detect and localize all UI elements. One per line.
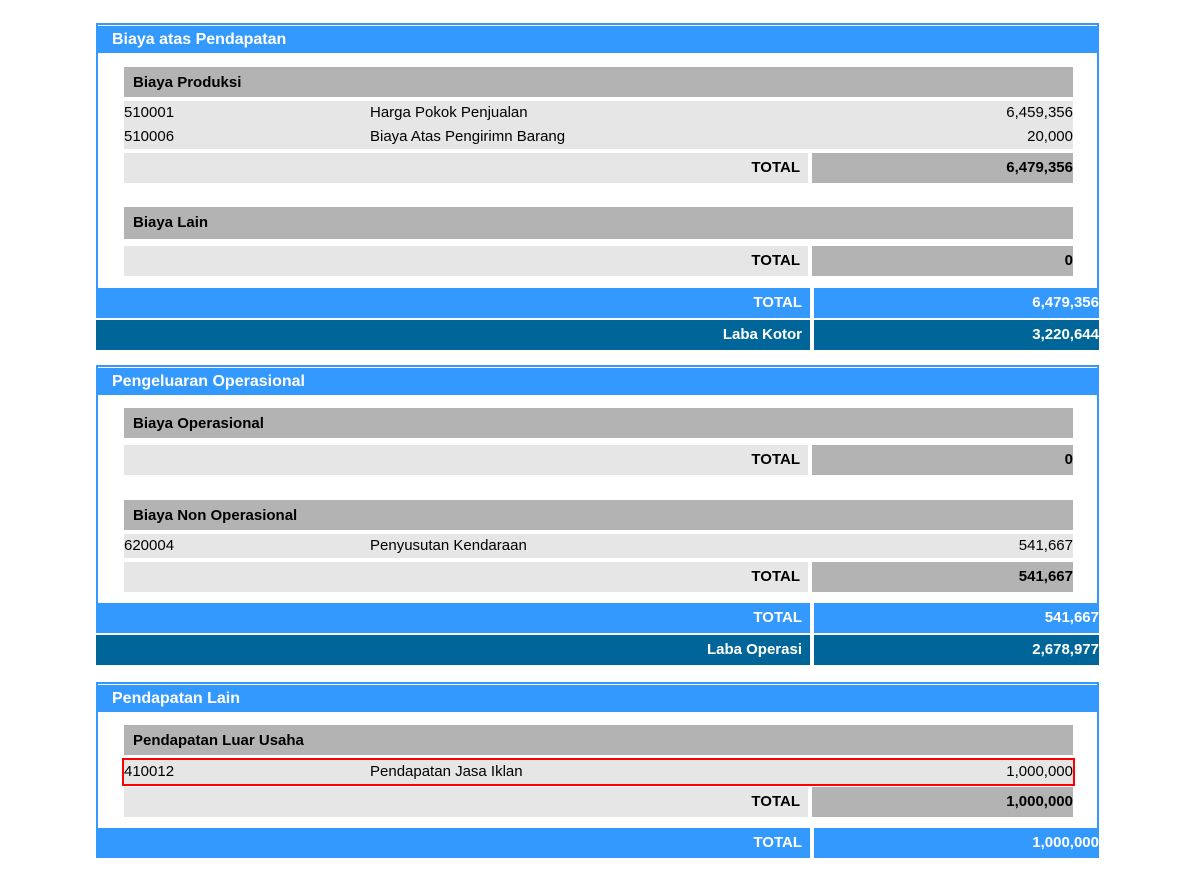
summary-value: 2,678,977 [814, 635, 1099, 665]
group-title: Biaya Operasional [124, 408, 1073, 438]
section-box: Pengeluaran Operasional Biaya Operasiona… [96, 365, 1099, 603]
group-total-row: TOTAL 0 [124, 445, 1073, 475]
group-title: Biaya Produksi [124, 67, 1073, 97]
summary-row-laba-kotor: Laba Kotor 3,220,644 [96, 320, 1099, 350]
account-code: 510006 [124, 128, 175, 145]
group-total-value: 6,479,356 [812, 153, 1073, 183]
group-biaya-lain: Biaya Lain TOTAL 0 [124, 207, 1073, 276]
section-box: Pendapatan Lain Pendapatan Luar Usaha 41… [96, 682, 1099, 828]
group-total-value: 541,667 [812, 562, 1073, 592]
summary-value: 3,220,644 [814, 320, 1099, 350]
summary-label: Laba Operasi [96, 635, 810, 665]
group-total-row: TOTAL 6,479,356 [124, 153, 1073, 183]
group-biaya-non-operasional: Biaya Non Operasional 620004 Penyusutan … [124, 500, 1073, 592]
group-total-label: TOTAL [124, 787, 808, 817]
group-title: Pendapatan Luar Usaha [124, 725, 1073, 755]
section-total-value: 1,000,000 [814, 828, 1099, 858]
group-total-label: TOTAL [124, 445, 808, 475]
group-total-value: 1,000,000 [812, 787, 1073, 817]
section-biaya-atas-pendapatan: Biaya atas Pendapatan Biaya Produksi 510… [96, 23, 1099, 350]
account-amount: 6,459,356 [1006, 104, 1073, 121]
account-amount: 1,000,000 [1006, 763, 1073, 780]
account-name: Biaya Atas Pengirimn Barang [370, 128, 566, 145]
account-code: 510001 [124, 104, 175, 121]
group-total-value: 0 [812, 445, 1073, 475]
account-amount: 20,000 [1027, 128, 1073, 145]
summary-label: Laba Kotor [96, 320, 810, 350]
summary-row-laba-operasi: Laba Operasi 2,678,977 [96, 635, 1099, 665]
section-total-label: TOTAL [96, 288, 810, 318]
group-total-row: TOTAL 1,000,000 [124, 787, 1073, 817]
section-total-row: TOTAL 6,479,356 [96, 288, 1099, 318]
table-row[interactable]: 620004 Penyusutan Kendaraan 541,667 [124, 534, 1073, 558]
section-total-row: TOTAL 541,667 [96, 603, 1099, 633]
group-total-row: TOTAL 0 [124, 246, 1073, 276]
group-total-row: TOTAL 541,667 [124, 562, 1073, 592]
group-total-label: TOTAL [124, 153, 808, 183]
table-row-highlighted[interactable]: 410012 Pendapatan Jasa Iklan 1,000,000 [122, 758, 1075, 786]
section-pengeluaran-operasional: Pengeluaran Operasional Biaya Operasiona… [96, 365, 1099, 665]
table-row[interactable]: 510001 Harga Pokok Penjualan 6,459,356 [124, 101, 1073, 125]
section-box: Biaya atas Pendapatan Biaya Produksi 510… [96, 23, 1099, 288]
section-pendapatan-lain: Pendapatan Lain Pendapatan Luar Usaha 41… [96, 682, 1099, 858]
group-pendapatan-luar-usaha: Pendapatan Luar Usaha 410012 Pendapatan … [122, 725, 1075, 817]
section-total-value: 6,479,356 [814, 288, 1099, 318]
group-biaya-operasional: Biaya Operasional TOTAL 0 [124, 408, 1073, 475]
section-title: Pendapatan Lain [98, 684, 1097, 712]
account-code: 410012 [124, 763, 175, 780]
group-total-label: TOTAL [124, 246, 808, 276]
group-title: Biaya Non Operasional [124, 500, 1073, 530]
account-name: Harga Pokok Penjualan [370, 104, 528, 121]
section-total-label: TOTAL [96, 603, 810, 633]
table-row[interactable]: 510006 Biaya Atas Pengirimn Barang 20,00… [124, 125, 1073, 149]
group-biaya-produksi: Biaya Produksi 510001 Harga Pokok Penjua… [124, 67, 1073, 183]
section-total-label: TOTAL [96, 828, 810, 858]
section-total-row: TOTAL 1,000,000 [96, 828, 1099, 858]
section-title: Biaya atas Pendapatan [98, 25, 1097, 53]
group-total-label: TOTAL [124, 562, 808, 592]
account-code: 620004 [124, 537, 175, 554]
account-amount: 541,667 [1018, 537, 1073, 554]
account-name: Penyusutan Kendaraan [370, 537, 527, 554]
group-title: Biaya Lain [124, 207, 1073, 239]
group-total-value: 0 [812, 246, 1073, 276]
section-total-value: 541,667 [814, 603, 1099, 633]
account-name: Pendapatan Jasa Iklan [370, 763, 523, 780]
section-title: Pengeluaran Operasional [98, 367, 1097, 395]
